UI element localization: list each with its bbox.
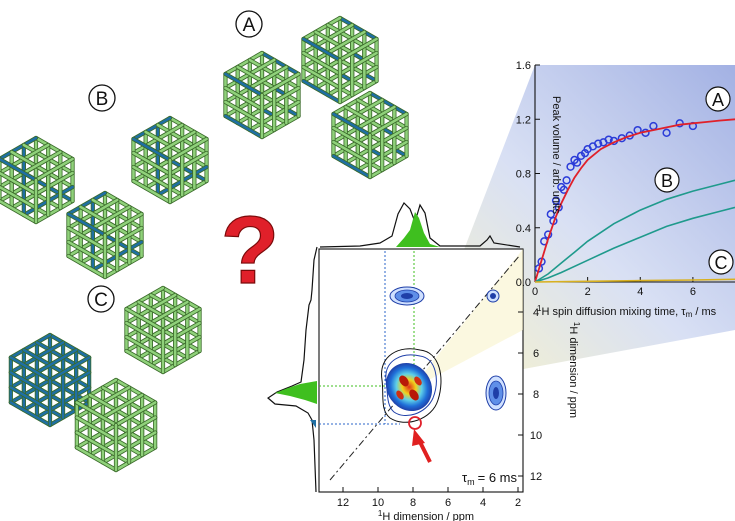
chart-y-tick-label: 1.2 <box>516 114 531 126</box>
data-point-a <box>562 176 571 185</box>
chart-x-tick-label: 0 <box>532 286 538 298</box>
cube-b-right <box>131 115 209 205</box>
top-projection <box>319 202 521 248</box>
spectrum-y-tick-label: 10 <box>530 430 542 442</box>
cube-a-top <box>301 15 379 105</box>
data-point-a <box>675 119 684 128</box>
lattice-structures <box>0 15 409 473</box>
svg-text:A: A <box>243 15 256 36</box>
data-point-a <box>604 135 613 144</box>
spectrum-y-tick-label: 12 <box>530 471 542 483</box>
chart-y-tick-label: 0.0 <box>516 277 531 289</box>
chart-y-ticks: 0.0 0.4 0.8 1.2 1.6 <box>516 60 540 289</box>
guide-lines-green <box>319 251 415 387</box>
spectrum-x-ticks: 12 10 8 6 4 2 <box>337 487 521 509</box>
data-point-a <box>572 158 582 167</box>
svg-text:B: B <box>661 171 673 191</box>
curve-label-b: B <box>654 167 680 193</box>
spectrum-x-tick-label: 8 <box>410 497 416 509</box>
spectrum-x-tick-label: 10 <box>372 497 384 509</box>
svg-text:B: B <box>96 89 109 110</box>
chart-x-tick-label: 6 <box>690 286 696 298</box>
spectrum-y-tick-label: 8 <box>533 389 539 401</box>
chart-y-tick-label: 0.4 <box>516 223 531 235</box>
spectrum-y-tick-label: 4 <box>533 307 539 319</box>
chart-x-tick-label: 2 <box>585 286 591 298</box>
diagonal-peak <box>381 348 442 423</box>
model-curve-b-2 <box>534 179 735 283</box>
spectrum-y-axis-label: 1H dimension / ppm <box>567 322 581 418</box>
mixing-time-label: τm = 6 ms <box>462 470 518 487</box>
cube-a-left <box>223 50 301 140</box>
left-projection-fill <box>275 381 317 404</box>
guide-lines-blue <box>319 251 400 425</box>
cube-c-blue <box>8 332 92 428</box>
model-curve-b-3 <box>534 206 735 283</box>
highlighted-cross-peak <box>408 416 422 430</box>
data-point-a <box>594 139 603 148</box>
fit-curve-a-1 <box>534 118 735 283</box>
model-curve-c-4 <box>534 278 735 283</box>
svg-text:C: C <box>94 290 108 311</box>
spectrum-x-tick-label: 4 <box>480 497 486 509</box>
cube-c-front <box>74 377 158 473</box>
red-arrow <box>412 429 432 463</box>
spectrum-x-axis-label: 1H dimension / ppm <box>378 509 474 521</box>
cube-a-right <box>331 90 409 180</box>
structure-label-b: B <box>88 84 116 112</box>
left-projection <box>267 246 318 493</box>
chart-x-tick-label: 4 <box>637 286 643 298</box>
structure-label-c: C <box>87 285 115 313</box>
structure-label-a: A <box>235 10 263 38</box>
buildup-chart: 0.0 0.4 0.8 1.2 1.6 0 2 4 6 A B C Peak volume /… <box>516 60 735 319</box>
data-point-a <box>551 196 561 205</box>
spectrum-x-tick-label: 6 <box>445 497 451 509</box>
question-mark: ? <box>221 197 280 304</box>
cross-peak-lower <box>485 375 507 411</box>
spectrum-y-tick-label: 6 <box>533 348 539 360</box>
spectrum-x-tick-label: 2 <box>515 497 521 509</box>
svg-text:A: A <box>712 90 724 110</box>
diagonal-peak-small <box>486 289 500 303</box>
curve-label-c: C <box>708 249 734 275</box>
cube-b-left <box>0 135 75 225</box>
curve-label-a: A <box>705 86 731 112</box>
data-point-a <box>662 128 671 137</box>
cross-peak-upper <box>389 286 425 306</box>
top-projection-fill <box>396 212 440 247</box>
chart-y-tick-label: 0.8 <box>516 169 531 181</box>
spectrum-y-ticks: 4 6 8 10 12 <box>518 307 542 483</box>
cube-b-front <box>66 190 144 280</box>
svg-text:C: C <box>715 253 728 273</box>
chart-y-tick-label: 1.6 <box>516 60 531 72</box>
chart-series <box>534 118 735 283</box>
nmr-spectrum: τm = 6 ms 12 10 8 6 4 2 4 6 8 10 12 1H dimension /… <box>267 202 581 521</box>
chart-y-axis-label: Peak volume / arb. units <box>550 96 562 215</box>
data-point-a <box>566 162 575 171</box>
data-point-a <box>546 210 555 219</box>
cube-c-back <box>124 285 202 375</box>
chart-x-axis-label: 1H spin diffusion mixing time, τm / ms <box>537 304 717 319</box>
spectrum-x-tick-label: 12 <box>337 497 349 509</box>
